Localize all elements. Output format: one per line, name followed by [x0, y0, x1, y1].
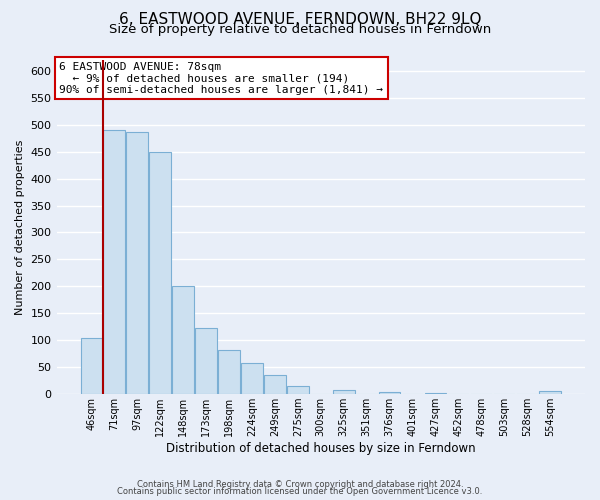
Bar [379, 392, 400, 394]
Bar [287, 386, 309, 394]
Text: Contains public sector information licensed under the Open Government Licence v3: Contains public sector information licen… [118, 488, 482, 496]
Bar [218, 350, 240, 394]
Bar [195, 328, 217, 394]
Bar [149, 152, 171, 394]
Bar [172, 286, 194, 394]
Bar [539, 392, 561, 394]
Text: 6, EASTWOOD AVENUE, FERNDOWN, BH22 9LQ: 6, EASTWOOD AVENUE, FERNDOWN, BH22 9LQ [119, 12, 481, 28]
Bar [333, 390, 355, 394]
Bar [425, 393, 446, 394]
Text: 6 EASTWOOD AVENUE: 78sqm
  ← 9% of detached houses are smaller (194)
90% of semi: 6 EASTWOOD AVENUE: 78sqm ← 9% of detache… [59, 62, 383, 95]
Y-axis label: Number of detached properties: Number of detached properties [15, 140, 25, 315]
Bar [103, 130, 125, 394]
Text: Size of property relative to detached houses in Ferndown: Size of property relative to detached ho… [109, 22, 491, 36]
Bar [264, 376, 286, 394]
Text: Contains HM Land Registry data © Crown copyright and database right 2024.: Contains HM Land Registry data © Crown c… [137, 480, 463, 489]
Bar [127, 132, 148, 394]
Bar [241, 364, 263, 394]
Bar [80, 338, 103, 394]
X-axis label: Distribution of detached houses by size in Ferndown: Distribution of detached houses by size … [166, 442, 476, 455]
